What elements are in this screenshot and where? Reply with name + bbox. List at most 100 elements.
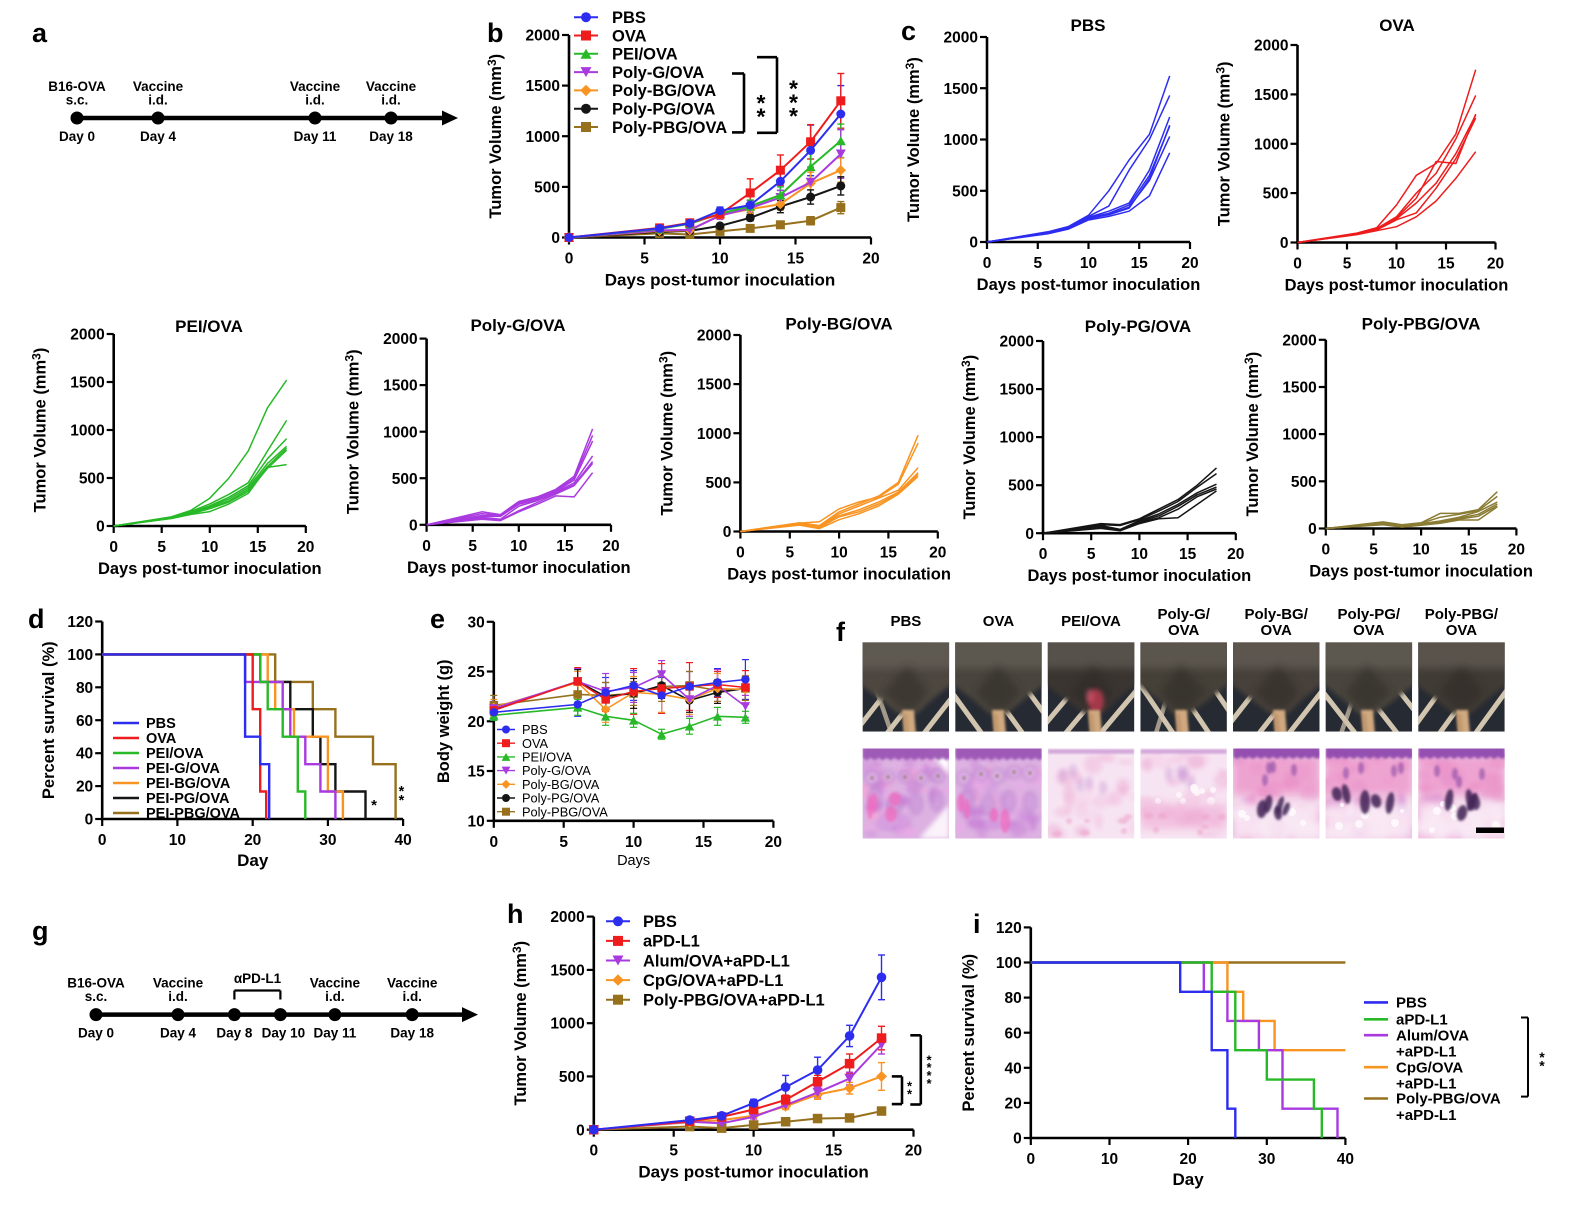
svg-text:Poly-PG/: Poly-PG/ [1338, 606, 1401, 623]
svg-text:PEI/OVA: PEI/OVA [1061, 613, 1121, 630]
svg-text:PEI/OVA: PEI/OVA [612, 46, 678, 64]
svg-text:20: 20 [1508, 542, 1525, 559]
svg-text:15: 15 [1460, 542, 1478, 559]
svg-text:10: 10 [625, 834, 642, 851]
svg-text:5: 5 [157, 539, 166, 556]
svg-text:Day 10: Day 10 [262, 1026, 306, 1041]
svg-text:20: 20 [297, 539, 314, 556]
svg-text:15: 15 [249, 539, 267, 556]
svg-text:PBS: PBS [643, 913, 677, 931]
svg-text:+aPD-L1: +aPD-L1 [1396, 1044, 1456, 1061]
svg-text:5: 5 [785, 545, 794, 562]
svg-text:OVA: OVA [1379, 16, 1415, 35]
svg-text:10: 10 [1388, 256, 1405, 273]
svg-text:Vaccine: Vaccine [310, 976, 361, 991]
svg-text:Poly-BG/OVA: Poly-BG/OVA [522, 777, 600, 792]
svg-text:PEI-BG/OVA: PEI-BG/OVA [146, 776, 231, 792]
svg-text:Poly-BG/OVA: Poly-BG/OVA [785, 315, 892, 334]
svg-text:10: 10 [510, 538, 527, 555]
svg-text:500: 500 [952, 183, 978, 200]
svg-text:0: 0 [1308, 521, 1317, 538]
svg-text:g: g [32, 916, 49, 946]
svg-text:5: 5 [1343, 256, 1352, 273]
svg-text:Tumor Volume (mm3): Tumor Volume (mm3) [656, 351, 676, 516]
svg-text:1000: 1000 [526, 129, 560, 146]
svg-text:Day: Day [237, 851, 269, 870]
svg-text:2000: 2000 [1000, 334, 1034, 351]
svg-text:OVA: OVA [612, 27, 647, 45]
svg-text:30: 30 [468, 614, 485, 631]
svg-text:20: 20 [929, 545, 946, 562]
svg-text:15: 15 [556, 538, 574, 555]
svg-text:0: 0 [1026, 1151, 1035, 1168]
svg-text:10: 10 [468, 813, 485, 830]
svg-text:0: 0 [565, 251, 574, 268]
svg-text:10: 10 [830, 545, 847, 562]
svg-text:Vaccine: Vaccine [290, 79, 341, 94]
svg-text:Tumor Volume (mm3): Tumor Volume (mm3) [30, 348, 50, 513]
svg-text:Vaccine: Vaccine [153, 976, 204, 991]
svg-text:*: * [399, 784, 405, 800]
svg-text:Tumor Volume (mm3): Tumor Volume (mm3) [903, 57, 923, 222]
svg-text:Vaccine: Vaccine [387, 976, 438, 991]
svg-text:*: * [371, 797, 377, 814]
svg-text:s.c.: s.c. [85, 989, 108, 1004]
svg-text:2000: 2000 [526, 28, 560, 45]
svg-text:1000: 1000 [383, 424, 417, 441]
svg-text:Poly-BG/: Poly-BG/ [1245, 606, 1309, 623]
svg-text:PBS: PBS [1071, 16, 1106, 35]
svg-text:0: 0 [1025, 526, 1034, 543]
svg-text:0: 0 [551, 230, 560, 247]
svg-text:1500: 1500 [526, 78, 560, 95]
svg-text:30: 30 [319, 832, 336, 849]
svg-text:20: 20 [1005, 1096, 1022, 1113]
svg-text:1000: 1000 [1000, 430, 1034, 447]
svg-text:Days post-tumor inoculation: Days post-tumor inoculation [98, 560, 322, 578]
svg-text:Poly-PBG/OVA: Poly-PBG/OVA [522, 804, 608, 819]
svg-text:0: 0 [1280, 235, 1289, 252]
svg-text:2000: 2000 [550, 909, 584, 926]
svg-text:20: 20 [1227, 546, 1244, 563]
svg-text:PEI/OVA: PEI/OVA [175, 317, 243, 336]
svg-text:10: 10 [1080, 255, 1097, 272]
svg-text:*: * [757, 104, 766, 130]
svg-text:Day 0: Day 0 [59, 129, 95, 144]
svg-text:20: 20 [1487, 256, 1504, 273]
svg-text:15: 15 [1131, 255, 1149, 272]
svg-text:500: 500 [1291, 474, 1317, 491]
svg-text:40: 40 [394, 832, 411, 849]
svg-text:PBS: PBS [522, 722, 548, 737]
svg-text:OVA: OVA [1446, 622, 1478, 639]
svg-text:2000: 2000 [697, 328, 731, 345]
svg-text:1000: 1000 [1282, 427, 1316, 444]
svg-text:*: * [1539, 1049, 1545, 1065]
svg-text:Body weight (g): Body weight (g) [435, 659, 453, 783]
svg-text:Days post-tumor inoculation: Days post-tumor inoculation [1309, 563, 1533, 581]
svg-text:a: a [32, 18, 48, 48]
svg-text:Days post-tumor inoculation: Days post-tumor inoculation [1285, 277, 1509, 295]
svg-text:1000: 1000 [550, 1016, 584, 1033]
svg-text:Poly-G/OVA: Poly-G/OVA [522, 763, 591, 778]
svg-text:1000: 1000 [1254, 136, 1288, 153]
svg-text:60: 60 [1005, 1025, 1022, 1042]
svg-text:5: 5 [640, 251, 649, 268]
svg-text:PEI/OVA: PEI/OVA [146, 746, 204, 762]
svg-text:100: 100 [67, 647, 93, 664]
svg-text:5: 5 [1369, 542, 1378, 559]
svg-text:60: 60 [76, 713, 93, 730]
svg-text:2000: 2000 [70, 327, 104, 344]
svg-text:Day 0: Day 0 [78, 1026, 114, 1041]
svg-text:40: 40 [1337, 1151, 1354, 1168]
svg-text:0: 0 [969, 235, 978, 252]
svg-text:80: 80 [76, 680, 93, 697]
svg-text:Poly-PBG/: Poly-PBG/ [1425, 606, 1499, 623]
svg-text:i.d.: i.d. [148, 93, 168, 108]
svg-text:b: b [487, 18, 504, 48]
svg-text:1500: 1500 [1282, 380, 1316, 397]
svg-text:PEI/OVA: PEI/OVA [522, 750, 573, 765]
svg-text:2000: 2000 [383, 331, 417, 348]
svg-text:OVA: OVA [146, 731, 177, 747]
svg-text:c: c [901, 16, 916, 46]
svg-text:Days post-tumor inoculation: Days post-tumor inoculation [605, 271, 835, 290]
svg-text:Day 18: Day 18 [390, 1026, 434, 1041]
